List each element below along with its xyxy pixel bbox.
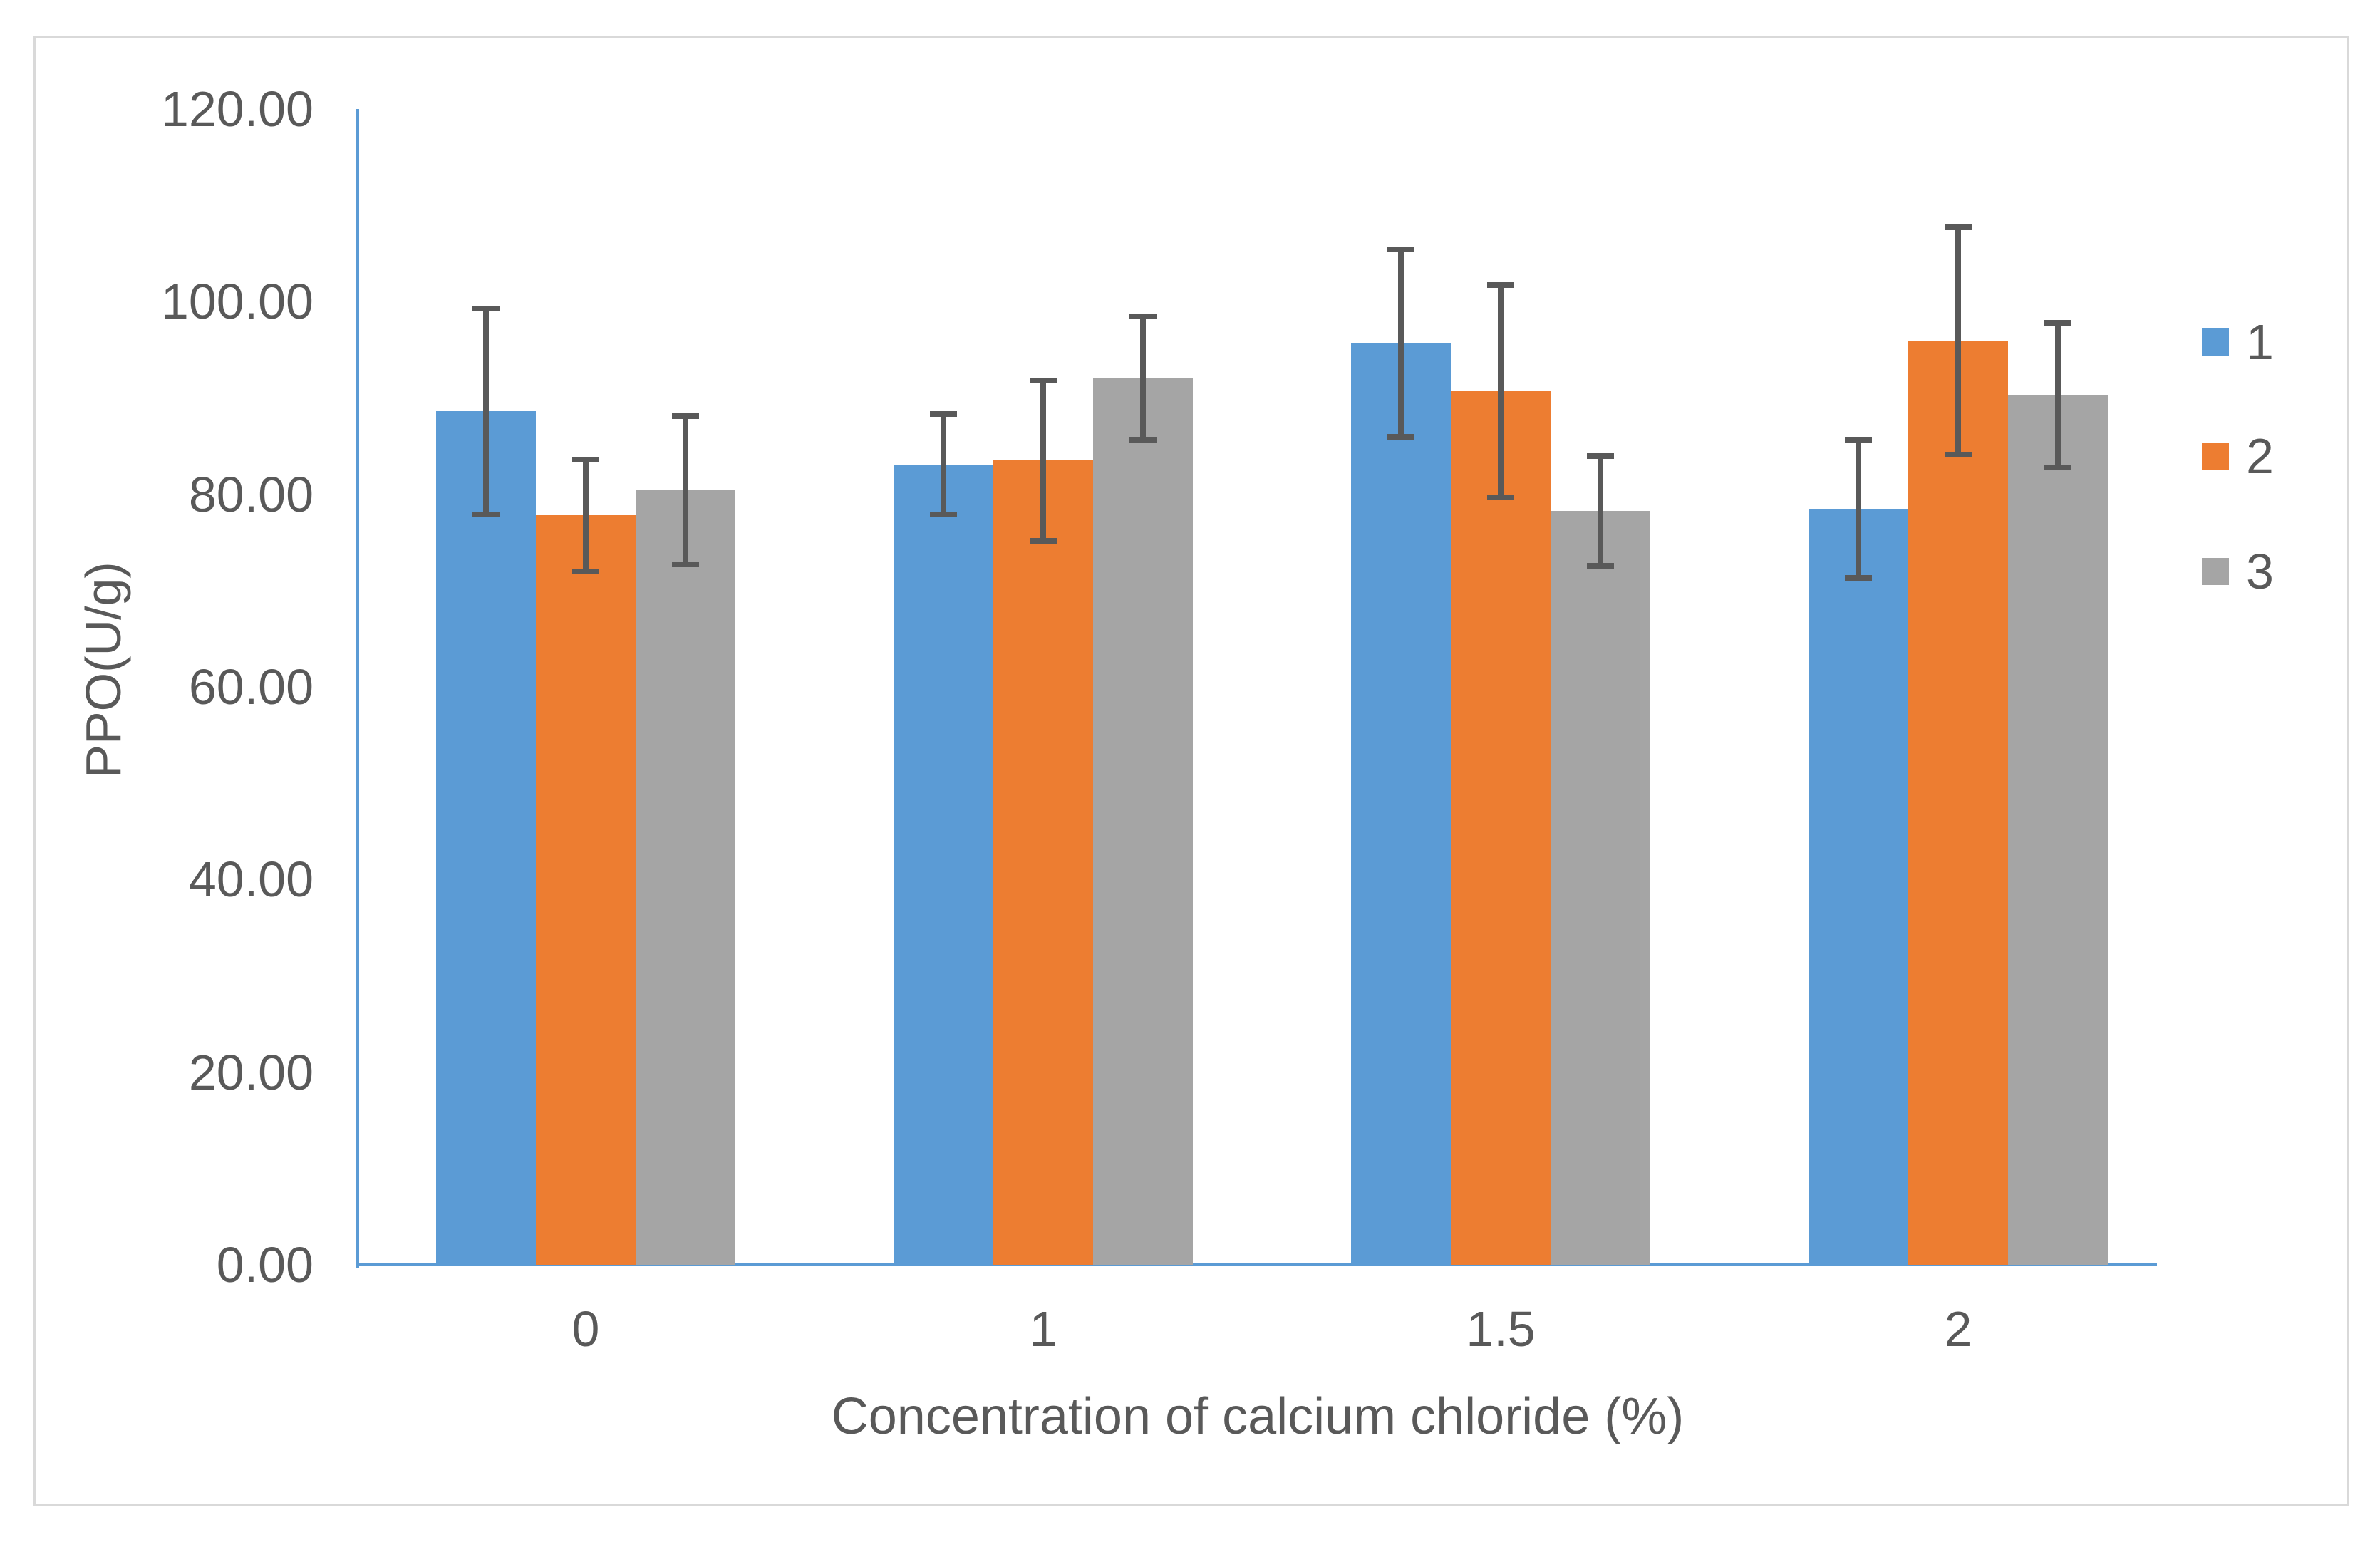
error-bar-cap <box>472 512 500 518</box>
error-bar-cap <box>1030 537 1057 544</box>
error-bar-cap <box>2044 320 2071 326</box>
error-bar-cap <box>2044 464 2071 470</box>
error-bar-stem <box>1140 316 1146 440</box>
x-tick-label: 2 <box>1944 1301 1972 1357</box>
y-tick-label: 100.00 <box>160 274 314 330</box>
error-bar-stem <box>1498 285 1504 497</box>
error-bar-cap <box>472 305 500 311</box>
error-bar-cap <box>1945 452 1972 458</box>
error-bar-cap <box>1587 562 1614 569</box>
bar-series3-cat2[interactable] <box>2008 395 2108 1265</box>
error-bar-stem <box>1955 227 1961 455</box>
bar-series1-cat1[interactable] <box>894 464 993 1265</box>
bar-series1-cat1.5[interactable] <box>1351 343 1451 1265</box>
legend-label-1: 1 <box>2246 314 2274 370</box>
y-axis-line <box>356 109 359 1268</box>
error-bar-cap <box>1129 436 1157 443</box>
error-bar-cap <box>1487 282 1514 289</box>
error-bar-stem <box>583 460 589 571</box>
bar-series3-cat0[interactable] <box>636 490 735 1265</box>
legend-swatch-1 <box>2202 328 2229 356</box>
x-tick-label: 1 <box>1029 1301 1057 1357</box>
error-bar-cap <box>572 568 599 574</box>
bar-series3-cat1[interactable] <box>1093 378 1193 1265</box>
error-bar-cap <box>1487 494 1514 500</box>
legend-swatch-2 <box>2202 443 2229 470</box>
error-bar-stem <box>1398 249 1404 437</box>
error-bar-cap <box>1845 575 1872 581</box>
error-bar-cap <box>672 413 699 420</box>
bar-series2-cat0[interactable] <box>536 515 636 1265</box>
error-bar-cap <box>572 457 599 462</box>
y-tick-label: 120.00 <box>160 81 314 137</box>
bar-series3-cat1.5[interactable] <box>1551 510 1650 1265</box>
error-bar-cap <box>1845 436 1872 443</box>
y-tick-label: 80.00 <box>188 466 314 522</box>
error-bar-stem <box>941 414 946 515</box>
y-tick-label: 20.00 <box>188 1044 314 1100</box>
x-axis-line <box>356 1263 2157 1266</box>
error-bar-cap <box>1387 433 1414 440</box>
error-bar-stem <box>2055 323 2061 467</box>
bar-series2-cat1[interactable] <box>993 460 1093 1265</box>
y-tick-label: 40.00 <box>188 852 314 908</box>
error-bar-cap <box>672 562 699 568</box>
legend-swatch-3 <box>2202 558 2229 585</box>
error-bar-stem <box>1040 381 1046 541</box>
bar-series2-cat1.5[interactable] <box>1451 391 1551 1265</box>
x-axis-title: Concentration of calcium chloride (%) <box>831 1388 1685 1445</box>
legend-label-3: 3 <box>2246 544 2274 599</box>
x-tick-label: 1.5 <box>1466 1301 1536 1357</box>
error-bar-stem <box>483 308 489 515</box>
legend-label-2: 2 <box>2246 428 2274 484</box>
error-bar-cap <box>1030 378 1057 384</box>
error-bar-stem <box>1856 439 1861 579</box>
error-bar-cap <box>1387 247 1414 253</box>
y-tick-label: 60.00 <box>188 659 314 715</box>
error-bar-cap <box>930 512 957 518</box>
error-bar-cap <box>1129 313 1157 319</box>
error-bar-cap <box>1945 224 1972 231</box>
error-bar-cap <box>1587 452 1614 459</box>
bar-series2-cat2[interactable] <box>1908 341 2008 1265</box>
bar-series1-cat2[interactable] <box>1809 508 1908 1265</box>
error-bar-stem <box>683 416 688 565</box>
error-bar-stem <box>1598 455 1603 566</box>
error-bar-cap <box>930 411 957 418</box>
y-tick-label: 0.00 <box>216 1237 314 1293</box>
x-tick-label: 0 <box>571 1301 600 1357</box>
bar-series1-cat0[interactable] <box>436 411 536 1265</box>
